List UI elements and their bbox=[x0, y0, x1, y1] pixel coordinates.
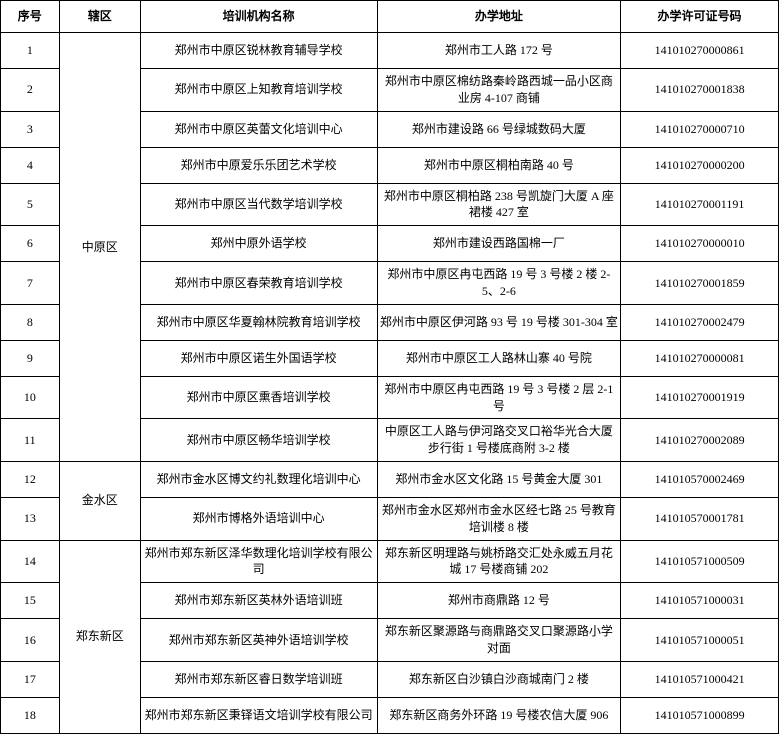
cell-address: 郑州市商鼎路 12 号 bbox=[377, 583, 621, 619]
header-name: 培训机构名称 bbox=[140, 1, 377, 33]
cell-district: 金水区 bbox=[59, 461, 140, 540]
cell-name: 郑州市郑东新区英林外语培训班 bbox=[140, 583, 377, 619]
header-seq: 序号 bbox=[1, 1, 60, 33]
cell-license: 141010570002469 bbox=[621, 461, 779, 497]
table-body: 1中原区郑州市中原区锐林教育辅导学校郑州市工人路 172 号1410102700… bbox=[1, 33, 779, 734]
cell-name: 郑州市中原区诺生外国语学校 bbox=[140, 340, 377, 376]
cell-name: 郑州市郑东新区秉铎语文培训学校有限公司 bbox=[140, 697, 377, 733]
cell-name: 郑州市郑东新区英神外语培训学校 bbox=[140, 619, 377, 662]
cell-license: 141010570001781 bbox=[621, 497, 779, 540]
cell-name: 郑州市中原区英蕾文化培训中心 bbox=[140, 111, 377, 147]
cell-address: 郑东新区白沙镇白沙商城南门 2 楼 bbox=[377, 661, 621, 697]
cell-license: 141010270002089 bbox=[621, 419, 779, 462]
cell-license: 141010270001859 bbox=[621, 262, 779, 305]
cell-name: 郑州市中原区畅华培训学校 bbox=[140, 419, 377, 462]
cell-seq: 16 bbox=[1, 619, 60, 662]
cell-name: 郑州市中原区华夏翰林院教育培训学校 bbox=[140, 304, 377, 340]
cell-license: 141010571000509 bbox=[621, 540, 779, 583]
cell-seq: 8 bbox=[1, 304, 60, 340]
cell-seq: 4 bbox=[1, 147, 60, 183]
cell-seq: 17 bbox=[1, 661, 60, 697]
cell-address: 郑州市中原区工人路林山寨 40 号院 bbox=[377, 340, 621, 376]
cell-address: 中原区工人路与伊河路交叉口裕华光合大厦步行街 1 号楼底商附 3-2 楼 bbox=[377, 419, 621, 462]
cell-seq: 2 bbox=[1, 69, 60, 112]
cell-license: 141010571000899 bbox=[621, 697, 779, 733]
cell-license: 141010270000710 bbox=[621, 111, 779, 147]
cell-district: 中原区 bbox=[59, 33, 140, 462]
cell-district: 郑东新区 bbox=[59, 540, 140, 733]
cell-address: 郑州市中原区棉纺路秦岭路西城一品小区商业房 4-107 商铺 bbox=[377, 69, 621, 112]
cell-license: 141010571000051 bbox=[621, 619, 779, 662]
cell-name: 郑州市郑东新区泽华数理化培训学校有限公司 bbox=[140, 540, 377, 583]
cell-address: 郑州市建设西路国棉一厂 bbox=[377, 226, 621, 262]
header-row: 序号 辖区 培训机构名称 办学地址 办学许可证号码 bbox=[1, 1, 779, 33]
cell-license: 141010270001919 bbox=[621, 376, 779, 419]
cell-address: 郑州市中原区冉屯西路 19 号 3 号楼 2 层 2-1 号 bbox=[377, 376, 621, 419]
cell-seq: 14 bbox=[1, 540, 60, 583]
cell-name: 郑州市中原区熏香培训学校 bbox=[140, 376, 377, 419]
cell-seq: 1 bbox=[1, 33, 60, 69]
cell-license: 141010270001838 bbox=[621, 69, 779, 112]
cell-seq: 11 bbox=[1, 419, 60, 462]
cell-name: 郑州市中原区春荣教育培训学校 bbox=[140, 262, 377, 305]
cell-address: 郑州市中原区伊河路 93 号 19 号楼 301-304 室 bbox=[377, 304, 621, 340]
table-row: 1中原区郑州市中原区锐林教育辅导学校郑州市工人路 172 号1410102700… bbox=[1, 33, 779, 69]
cell-address: 郑州市金水区文化路 15 号黄金大厦 301 bbox=[377, 461, 621, 497]
cell-address: 郑东新区明理路与姚桥路交汇处永威五月花城 17 号楼商铺 202 bbox=[377, 540, 621, 583]
cell-address: 郑东新区聚源路与商鼎路交叉口聚源路小学对面 bbox=[377, 619, 621, 662]
cell-address: 郑东新区商务外环路 19 号楼农信大厦 906 bbox=[377, 697, 621, 733]
cell-license: 141010571000031 bbox=[621, 583, 779, 619]
cell-seq: 9 bbox=[1, 340, 60, 376]
cell-address: 郑州市中原区桐柏路 238 号凯旋门大厦 A 座裙楼 427 室 bbox=[377, 183, 621, 226]
cell-license: 141010571000421 bbox=[621, 661, 779, 697]
cell-name: 郑州市中原区锐林教育辅导学校 bbox=[140, 33, 377, 69]
cell-name: 郑州市博格外语培训中心 bbox=[140, 497, 377, 540]
cell-license: 141010270002479 bbox=[621, 304, 779, 340]
cell-name: 郑州市中原爱乐乐团艺术学校 bbox=[140, 147, 377, 183]
cell-name: 郑州市郑东新区睿日数学培训班 bbox=[140, 661, 377, 697]
training-institutions-table: 序号 辖区 培训机构名称 办学地址 办学许可证号码 1中原区郑州市中原区锐林教育… bbox=[0, 0, 779, 734]
header-district: 辖区 bbox=[59, 1, 140, 33]
cell-seq: 18 bbox=[1, 697, 60, 733]
cell-seq: 5 bbox=[1, 183, 60, 226]
cell-seq: 3 bbox=[1, 111, 60, 147]
cell-name: 郑州中原外语学校 bbox=[140, 226, 377, 262]
cell-license: 141010270000200 bbox=[621, 147, 779, 183]
cell-address: 郑州市建设路 66 号绿城数码大厦 bbox=[377, 111, 621, 147]
cell-license: 141010270000010 bbox=[621, 226, 779, 262]
cell-seq: 7 bbox=[1, 262, 60, 305]
cell-address: 郑州市金水区郑州市金水区经七路 25 号教育培训楼 8 楼 bbox=[377, 497, 621, 540]
table-row: 14郑东新区郑州市郑东新区泽华数理化培训学校有限公司郑东新区明理路与姚桥路交汇处… bbox=[1, 540, 779, 583]
cell-seq: 6 bbox=[1, 226, 60, 262]
cell-name: 郑州市金水区博文约礼数理化培训中心 bbox=[140, 461, 377, 497]
cell-address: 郑州市中原区桐柏南路 40 号 bbox=[377, 147, 621, 183]
table-row: 12金水区郑州市金水区博文约礼数理化培训中心郑州市金水区文化路 15 号黄金大厦… bbox=[1, 461, 779, 497]
header-address: 办学地址 bbox=[377, 1, 621, 33]
cell-license: 141010270000861 bbox=[621, 33, 779, 69]
cell-seq: 10 bbox=[1, 376, 60, 419]
cell-seq: 13 bbox=[1, 497, 60, 540]
cell-address: 郑州市中原区冉屯西路 19 号 3 号楼 2 楼 2-5、2-6 bbox=[377, 262, 621, 305]
cell-seq: 15 bbox=[1, 583, 60, 619]
cell-license: 141010270000081 bbox=[621, 340, 779, 376]
cell-seq: 12 bbox=[1, 461, 60, 497]
header-license: 办学许可证号码 bbox=[621, 1, 779, 33]
cell-name: 郑州市中原区上知教育培训学校 bbox=[140, 69, 377, 112]
cell-address: 郑州市工人路 172 号 bbox=[377, 33, 621, 69]
cell-name: 郑州市中原区当代数学培训学校 bbox=[140, 183, 377, 226]
cell-license: 141010270001191 bbox=[621, 183, 779, 226]
